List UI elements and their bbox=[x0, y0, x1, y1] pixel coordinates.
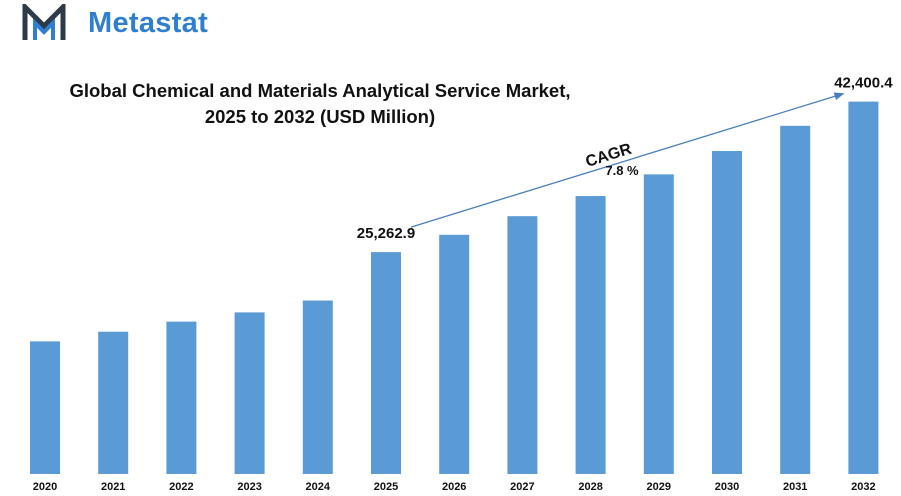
bar-2020 bbox=[30, 341, 60, 474]
brand-name: Metastat bbox=[88, 6, 209, 39]
metastat-logo-icon bbox=[22, 4, 66, 40]
bar-2030 bbox=[712, 151, 742, 474]
x-tick-label-2032: 2032 bbox=[851, 481, 875, 493]
data-label-2032: 42,400.4 bbox=[834, 75, 893, 92]
bar-2026 bbox=[439, 234, 470, 474]
x-tick-label-2027: 2027 bbox=[510, 481, 534, 493]
x-tick-label-2026: 2026 bbox=[442, 481, 466, 493]
bar-2021 bbox=[98, 331, 129, 474]
bar-2032 bbox=[848, 101, 879, 474]
bar-2022 bbox=[166, 321, 197, 474]
chart-title-block: Global Chemical and Materials Analytical… bbox=[0, 78, 640, 130]
x-tick-label-2025: 2025 bbox=[374, 481, 398, 493]
bar-2027 bbox=[507, 216, 538, 475]
x-tick-label-2021: 2021 bbox=[101, 481, 125, 493]
bar-2023 bbox=[234, 312, 265, 474]
bar-2028 bbox=[575, 196, 606, 475]
x-tick-label-2030: 2030 bbox=[715, 481, 739, 493]
bar-2029 bbox=[643, 174, 674, 475]
data-label-2025: 25,262.9 bbox=[357, 225, 415, 242]
x-tick-label-2023: 2023 bbox=[237, 481, 261, 493]
x-tick-label-2020: 2020 bbox=[33, 481, 57, 493]
x-tick-label-2022: 2022 bbox=[169, 481, 193, 493]
brand-logo: Metastat bbox=[22, 4, 208, 42]
chart-subtitle: 2025 to 2032 (USD Million) bbox=[204, 106, 436, 127]
chart-title: Global Chemical and Materials Analytical… bbox=[69, 80, 571, 101]
x-tick-label-2029: 2029 bbox=[647, 481, 671, 493]
bar-2025 bbox=[371, 252, 401, 474]
x-tick-label-2024: 2024 bbox=[306, 481, 331, 493]
bar-2031 bbox=[780, 125, 811, 474]
x-tick-label-2028: 2028 bbox=[578, 481, 602, 493]
x-tick-label-2031: 2031 bbox=[783, 481, 807, 493]
bar-2024 bbox=[302, 300, 333, 474]
cagr-arrow bbox=[410, 92, 845, 228]
cagr-value: 7.8 % bbox=[605, 163, 639, 178]
